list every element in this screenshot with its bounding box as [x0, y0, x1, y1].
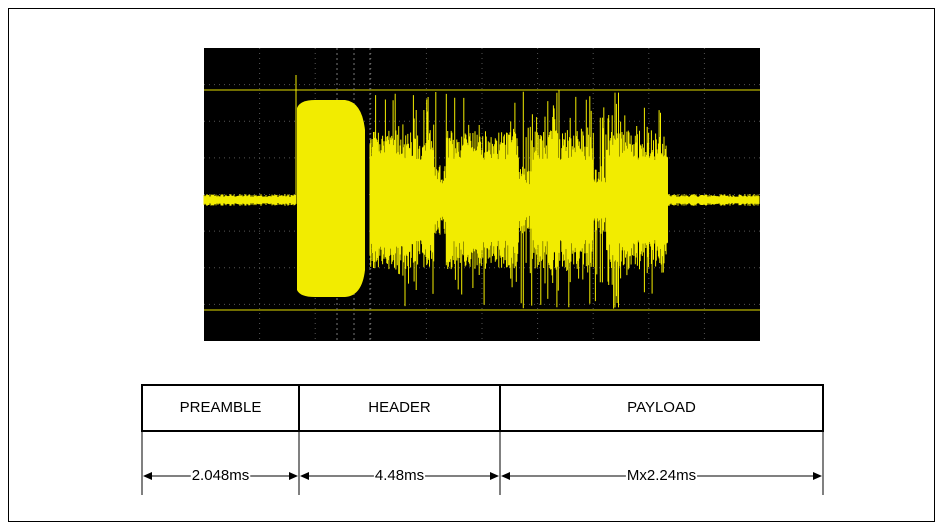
page: PREAMBLE 2.048ms HEADER 4.48ms PAYLOAD Mx2.24… — [0, 0, 943, 529]
duration-label: Mx2.24ms — [627, 467, 696, 484]
field-label: HEADER — [368, 399, 431, 416]
figure: PREAMBLE 2.048ms HEADER 4.48ms PAYLOAD Mx2.24… — [0, 0, 943, 529]
waveform-preamble — [297, 100, 365, 297]
field-label: PREAMBLE — [180, 399, 262, 416]
oscilloscope-capture — [204, 48, 760, 341]
field-label: PAYLOAD — [627, 399, 696, 416]
duration-label: 2.048ms — [192, 467, 250, 484]
duration-label: 4.48ms — [375, 467, 424, 484]
